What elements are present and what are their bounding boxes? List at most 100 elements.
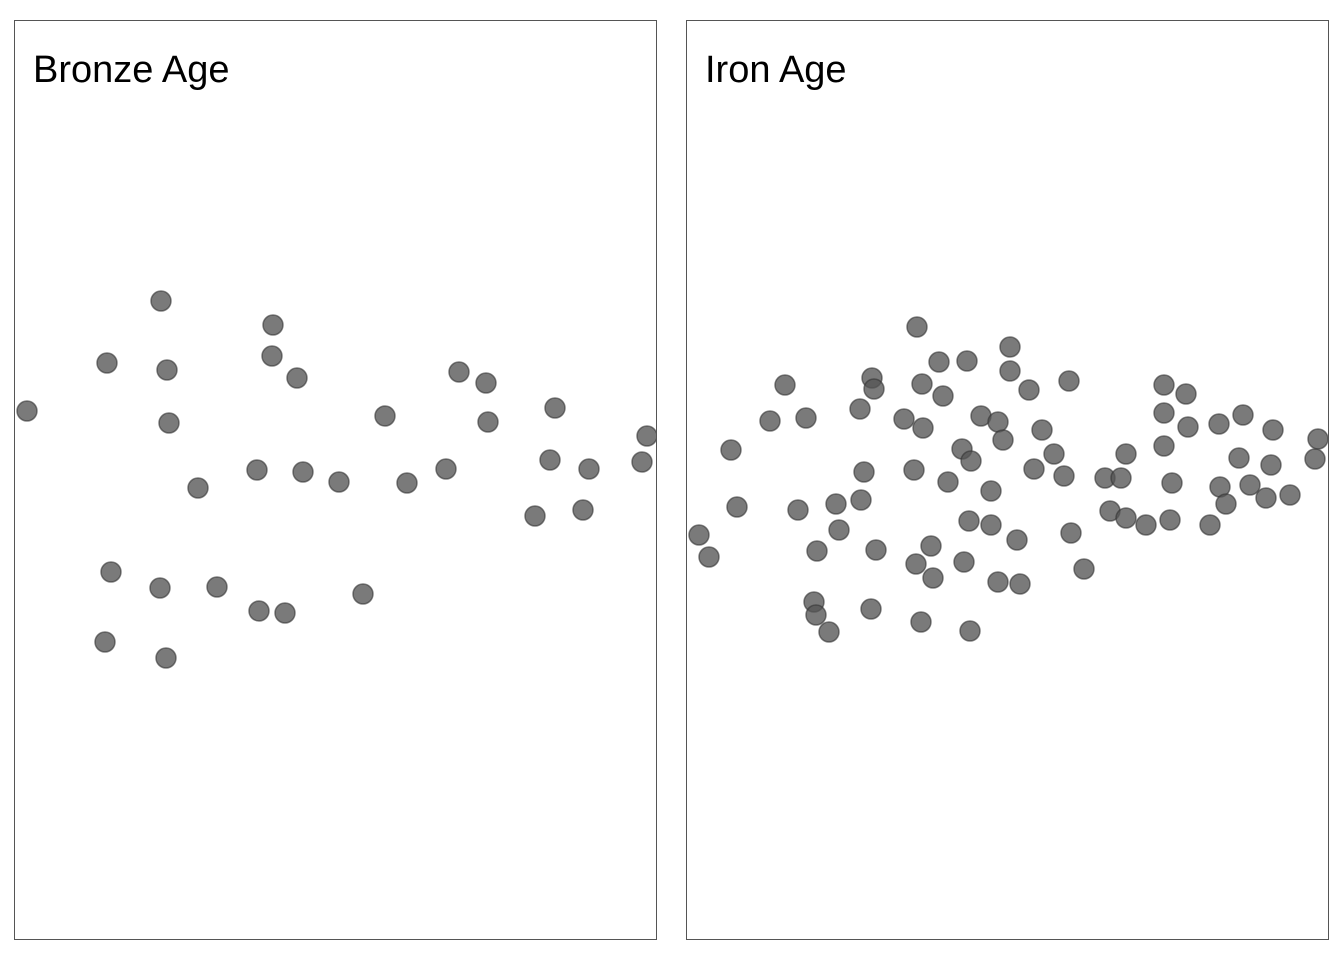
scatter-point [759,410,781,432]
scatter-point [1159,509,1181,531]
scatter-point [1208,413,1230,435]
scatter-point [937,471,959,493]
scatter-point [932,385,954,407]
scatter-point [828,519,850,541]
scatter-point [953,551,975,573]
scatter-point [261,345,283,367]
scatter-point [999,360,1021,382]
scatter-point [1009,573,1031,595]
scatter-point [1177,416,1199,438]
scatter-point [850,489,872,511]
scatter-point [155,647,177,669]
scatter-point [1232,404,1254,426]
scatter-plot-bronze-age [16,290,656,669]
scatter-point [156,359,178,381]
scatter-point [149,577,171,599]
scatter-point [688,524,710,546]
scatter-point [100,561,122,583]
scatter-point [1058,370,1080,392]
scatter-point [631,451,653,473]
scatter-point [206,576,228,598]
panel-iron-age: Iron Age [686,20,1329,940]
scatter-point [999,336,1021,358]
scatter-point [906,316,928,338]
scatter-point [374,405,396,427]
scatter-point [396,472,418,494]
scatter-point [477,411,499,433]
scatter-point [911,373,933,395]
panel-bronze-age: Bronze Age [14,20,657,940]
scatter-point [1053,465,1075,487]
scatter-point [1023,458,1045,480]
scatter-point [1228,447,1250,469]
scatter-point [956,350,978,372]
scatter-point [903,459,925,481]
scatter-point [1260,454,1282,476]
scatter-point [1262,419,1284,441]
scatter-point [96,352,118,374]
scatter-point [720,439,742,461]
scatter-point [1153,402,1175,424]
scatter-point [1115,507,1137,529]
scatter-point [1115,443,1137,465]
scatter-point [1153,435,1175,457]
scatter-point [572,499,594,521]
scatter-point [1006,529,1028,551]
scatter-point [286,367,308,389]
scatter-point [987,411,1009,433]
scatter-point [806,540,828,562]
scatter-point [980,480,1002,502]
scatter-point [1175,383,1197,405]
scatter-point [795,407,817,429]
scatter-point [1135,514,1157,536]
scatter-point [248,600,270,622]
scatter-point [928,351,950,373]
scatter-point [1215,493,1237,515]
scatter-point [905,553,927,575]
scatter-point [1043,443,1065,465]
scatter-point [1018,379,1040,401]
scatter-point [1153,374,1175,396]
scatter-point [16,400,38,422]
scatter-point [825,493,847,515]
scatter-point [448,361,470,383]
scatter-point [853,461,875,483]
scatter-point [698,546,720,568]
scatter-point [980,514,1002,536]
scatter-point [578,458,600,480]
scatter-point [992,429,1014,451]
panel-title: Iron Age [705,49,847,91]
scatter-point [328,471,350,493]
scatter-point [94,631,116,653]
scatter-point [959,620,981,642]
scatter-point [524,505,546,527]
scatter-point [787,499,809,521]
scatter-point [1307,428,1328,450]
scatter-point [636,425,656,447]
scatter-point [920,535,942,557]
scatter-point [958,510,980,532]
scatter-point [922,567,944,589]
scatter-point [849,398,871,420]
scatter-point [1304,448,1326,470]
scatter-point [435,458,457,480]
scatter-point [1199,514,1221,536]
scatter-point [1279,484,1301,506]
scatter-point [158,412,180,434]
scatter-point [1073,558,1095,580]
scatter-point [863,378,885,400]
scatter-point [960,450,982,472]
scatter-point [1060,522,1082,544]
scatter-point [893,408,915,430]
scatter-point [246,459,268,481]
scatter-point [774,374,796,396]
scatter-plot-iron-age [688,316,1328,643]
scatter-point [539,449,561,471]
scatter-point [912,417,934,439]
scatter-point [544,397,566,419]
scatter-point [818,621,840,643]
scatter-point [150,290,172,312]
scatter-point [860,598,882,620]
scatter-point [910,611,932,633]
scatter-point [1110,467,1132,489]
